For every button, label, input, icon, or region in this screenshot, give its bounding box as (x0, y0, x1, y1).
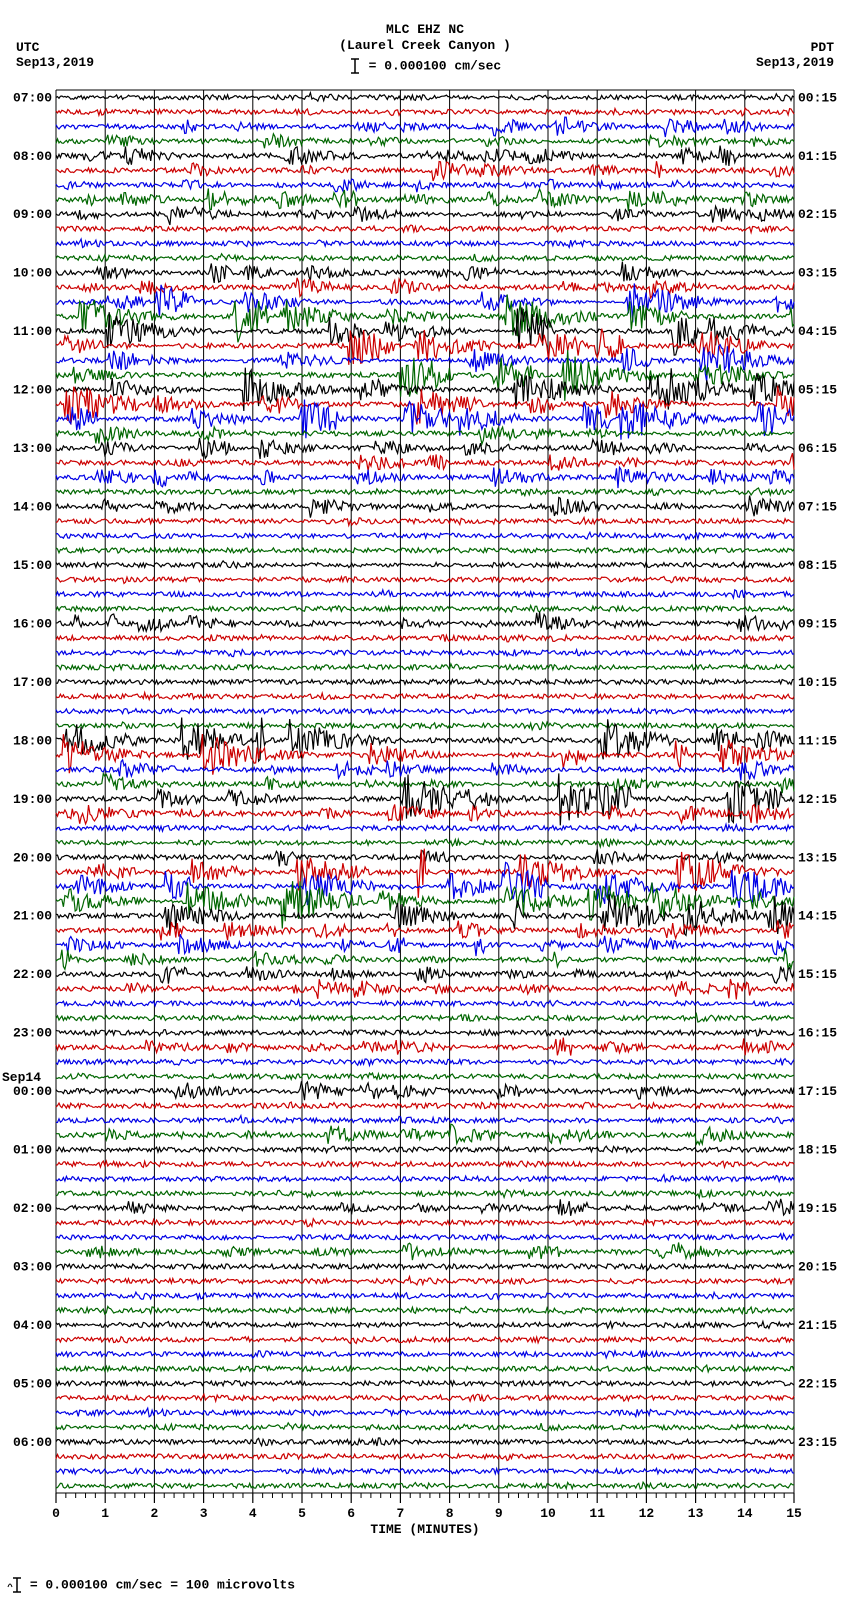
svg-text:06:00: 06:00 (13, 1435, 52, 1450)
svg-text:07:00: 07:00 (13, 90, 52, 105)
svg-text:0: 0 (52, 1506, 60, 1521)
svg-text:14:15: 14:15 (798, 909, 837, 924)
svg-text:13:00: 13:00 (13, 441, 52, 456)
scale-bar-row: = 0.000100 cm/sec (0, 56, 850, 76)
svg-text:22:00: 22:00 (13, 967, 52, 982)
svg-text:3: 3 (200, 1506, 208, 1521)
svg-text:16:00: 16:00 (13, 616, 52, 631)
svg-text:05:15: 05:15 (798, 383, 837, 398)
pdt-label: PDT (756, 40, 834, 55)
svg-text:13:15: 13:15 (798, 850, 837, 865)
utc-header: UTC Sep13,2019 (16, 40, 94, 70)
location-line: (Laurel Creek Canyon ) (0, 38, 850, 53)
svg-text:20:00: 20:00 (13, 850, 52, 865)
svg-text:19:15: 19:15 (798, 1201, 837, 1216)
svg-text:06:15: 06:15 (798, 441, 837, 456)
scale-bar-icon (6, 1575, 22, 1595)
svg-text:17:15: 17:15 (798, 1084, 837, 1099)
svg-text:02:15: 02:15 (798, 207, 837, 222)
svg-text:23:00: 23:00 (13, 1026, 52, 1041)
svg-text:10:00: 10:00 (13, 266, 52, 281)
svg-text:TIME (MINUTES): TIME (MINUTES) (370, 1522, 479, 1537)
svg-text:10:15: 10:15 (798, 675, 837, 690)
svg-text:15: 15 (786, 1506, 802, 1521)
svg-text:12: 12 (639, 1506, 655, 1521)
scale-bar-label: = 0.000100 cm/sec (369, 58, 502, 73)
svg-text:1: 1 (101, 1506, 109, 1521)
footer-calibration-text: = 0.000100 cm/sec = 100 microvolts (30, 1577, 295, 1592)
svg-text:11:00: 11:00 (13, 324, 52, 339)
svg-text:19:00: 19:00 (13, 792, 52, 807)
svg-text:07:15: 07:15 (798, 500, 837, 515)
svg-text:10: 10 (540, 1506, 556, 1521)
svg-text:02:00: 02:00 (13, 1201, 52, 1216)
helicorder-plot: 07:00 00:15 08:00 01:15 09:00 02:15 10:00 03:15… (0, 84, 850, 1553)
svg-text:20:15: 20:15 (798, 1259, 837, 1274)
svg-text:04:15: 04:15 (798, 324, 837, 339)
svg-text:03:00: 03:00 (13, 1259, 52, 1274)
utc-label: UTC (16, 40, 94, 55)
svg-text:16:15: 16:15 (798, 1026, 837, 1041)
svg-text:08:15: 08:15 (798, 558, 837, 573)
svg-text:09:15: 09:15 (798, 616, 837, 631)
scale-bar-icon (349, 56, 361, 76)
station-line: MLC EHZ NC (0, 22, 850, 37)
svg-text:15:00: 15:00 (13, 558, 52, 573)
pdt-date: Sep13,2019 (756, 55, 834, 70)
helicorder-svg: 07:00 00:15 08:00 01:15 09:00 02:15 10:00 03:15… (0, 84, 850, 1553)
svg-text:09:00: 09:00 (13, 207, 52, 222)
svg-text:18:15: 18:15 (798, 1143, 837, 1158)
svg-text:17:00: 17:00 (13, 675, 52, 690)
svg-text:05:00: 05:00 (13, 1376, 52, 1391)
svg-text:7: 7 (396, 1506, 404, 1521)
svg-text:14: 14 (737, 1506, 753, 1521)
svg-text:12:15: 12:15 (798, 792, 837, 807)
svg-text:11:15: 11:15 (798, 733, 837, 748)
helicorder-page: MLC EHZ NC (Laurel Creek Canyon ) = 0.00… (0, 0, 850, 1613)
svg-text:8: 8 (446, 1506, 454, 1521)
svg-text:15:15: 15:15 (798, 967, 837, 982)
svg-text:2: 2 (150, 1506, 158, 1521)
svg-text:00:00: 00:00 (13, 1084, 52, 1099)
svg-text:9: 9 (495, 1506, 503, 1521)
svg-text:00:15: 00:15 (798, 90, 837, 105)
svg-text:03:15: 03:15 (798, 266, 837, 281)
svg-text:01:15: 01:15 (798, 149, 837, 164)
svg-text:22:15: 22:15 (798, 1376, 837, 1391)
utc-date: Sep13,2019 (16, 55, 94, 70)
svg-text:11: 11 (589, 1506, 605, 1521)
svg-text:01:00: 01:00 (13, 1143, 52, 1158)
svg-text:14:00: 14:00 (13, 500, 52, 515)
svg-text:5: 5 (298, 1506, 306, 1521)
footer-calibration: = 0.000100 cm/sec = 100 microvolts (6, 1575, 295, 1595)
svg-text:Sep14: Sep14 (2, 1070, 41, 1085)
svg-text:6: 6 (347, 1506, 355, 1521)
svg-text:04:00: 04:00 (13, 1318, 52, 1333)
svg-text:18:00: 18:00 (13, 733, 52, 748)
svg-text:21:15: 21:15 (798, 1318, 837, 1333)
svg-text:23:15: 23:15 (798, 1435, 837, 1450)
svg-text:08:00: 08:00 (13, 149, 52, 164)
header-region: MLC EHZ NC (Laurel Creek Canyon ) = 0.00… (0, 0, 850, 84)
svg-text:4: 4 (249, 1506, 257, 1521)
svg-text:21:00: 21:00 (13, 909, 52, 924)
svg-text:12:00: 12:00 (13, 383, 52, 398)
svg-text:13: 13 (688, 1506, 704, 1521)
pdt-header: PDT Sep13,2019 (756, 40, 834, 70)
